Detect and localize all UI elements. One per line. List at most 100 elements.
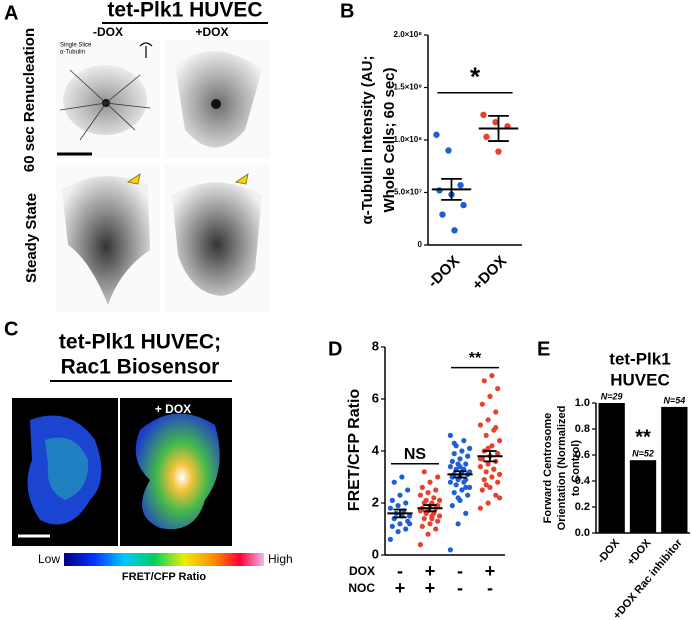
data-point (493, 409, 499, 415)
significance-label: ** (635, 426, 651, 448)
condition-sign: + (425, 578, 436, 598)
bar (598, 403, 625, 533)
micrograph (12, 398, 232, 546)
data-point (417, 542, 423, 548)
scale-label: High (268, 552, 293, 566)
data-point (447, 464, 453, 470)
data-point (485, 445, 491, 451)
data-point (461, 438, 467, 444)
data-point (445, 147, 452, 154)
y-axis-label: α-Tubulin Intensity (AU; (359, 56, 376, 225)
condition-sign: - (487, 578, 493, 598)
inset-label: Single Slice (60, 43, 92, 49)
data-point (497, 471, 503, 477)
data-point (463, 461, 469, 467)
y-tick-label: 0.0 (575, 527, 590, 539)
data-point (423, 497, 429, 503)
n-label: N=29 (601, 391, 623, 401)
data-point (463, 484, 469, 490)
n-label: N=52 (632, 449, 654, 459)
y-tick-label: 6 (372, 390, 379, 405)
data-point (395, 529, 401, 535)
data-point (493, 425, 499, 431)
data-point (453, 482, 459, 488)
data-point (495, 479, 501, 485)
error-bar (488, 114, 509, 142)
y-tick-label: 5.0×10⁷ (394, 188, 422, 197)
data-point (433, 131, 440, 138)
data-point (483, 432, 489, 438)
data-point (405, 487, 411, 493)
row-label: Steady State (23, 193, 40, 283)
condition-label: + DOX (155, 402, 191, 416)
data-point (477, 422, 483, 428)
bar (629, 460, 657, 533)
panel-title: tet-Plk1 HUVEC; (59, 331, 221, 354)
data-point (483, 469, 489, 475)
panel-label: C (4, 318, 18, 340)
data-point (421, 516, 427, 522)
data-point (497, 438, 503, 444)
scale-label: Low (38, 552, 60, 566)
bar (661, 406, 688, 533)
condition-sign: - (457, 578, 463, 598)
data-point (489, 373, 495, 379)
y-axis-label: Whole Cells; 60 sec) (381, 67, 398, 212)
data-point (477, 456, 483, 462)
data-point (429, 513, 435, 519)
data-point (421, 469, 427, 475)
data-point (485, 417, 491, 423)
y-tick-label: 0.4 (575, 475, 591, 487)
data-point (419, 523, 425, 530)
row-label: NOC (348, 581, 375, 595)
significance-label: NS (404, 446, 427, 463)
data-point (495, 451, 501, 457)
data-point (479, 487, 485, 493)
data-point (457, 456, 463, 462)
data-point (459, 487, 465, 493)
data-point (449, 458, 455, 464)
data-point (489, 474, 495, 480)
chart-title: tet-Plk1 (609, 349, 670, 368)
data-point (433, 487, 439, 493)
data-point (487, 484, 493, 490)
data-point (451, 451, 457, 457)
data-point (465, 453, 471, 459)
data-point (497, 495, 503, 501)
data-point (407, 513, 413, 519)
y-tick-label: 2.0×10⁸ (394, 30, 423, 39)
panel-label: B (340, 0, 354, 22)
y-axis-label: to Control) (570, 440, 582, 497)
color-scale (64, 553, 264, 566)
data-point (495, 386, 501, 392)
data-point (447, 432, 453, 438)
n-label: N=54 (663, 395, 685, 405)
data-point (437, 513, 443, 519)
data-point (467, 445, 473, 451)
data-point (457, 464, 463, 470)
condition-sign: - (457, 561, 463, 581)
y-tick-label: 0.8 (575, 423, 590, 435)
y-axis-label: Forward Centrosome (542, 413, 554, 524)
data-point (435, 474, 441, 480)
row-label: DOX (349, 564, 375, 578)
significance-label: * (470, 61, 481, 91)
data-point (491, 466, 497, 472)
panel-title: Rac1 Biosensor (61, 356, 220, 379)
data-point (451, 490, 457, 496)
data-point (427, 479, 433, 485)
data-point (425, 531, 431, 537)
micrograph (56, 40, 270, 312)
data-point (492, 118, 499, 126)
data-point (427, 521, 433, 527)
data-point (477, 464, 483, 470)
panel-label: E (537, 338, 550, 360)
y-tick-label: 1.0 (575, 397, 590, 409)
y-axis-label: Orientation (Normalized (556, 406, 568, 531)
y-tick-label: 8 (372, 338, 379, 353)
error-bar (483, 450, 497, 463)
data-point (485, 500, 491, 506)
x-tick-label: -DOX (595, 537, 622, 566)
panel-title: tet-Plk1 HUVEC (107, 0, 262, 22)
data-point (417, 492, 423, 498)
